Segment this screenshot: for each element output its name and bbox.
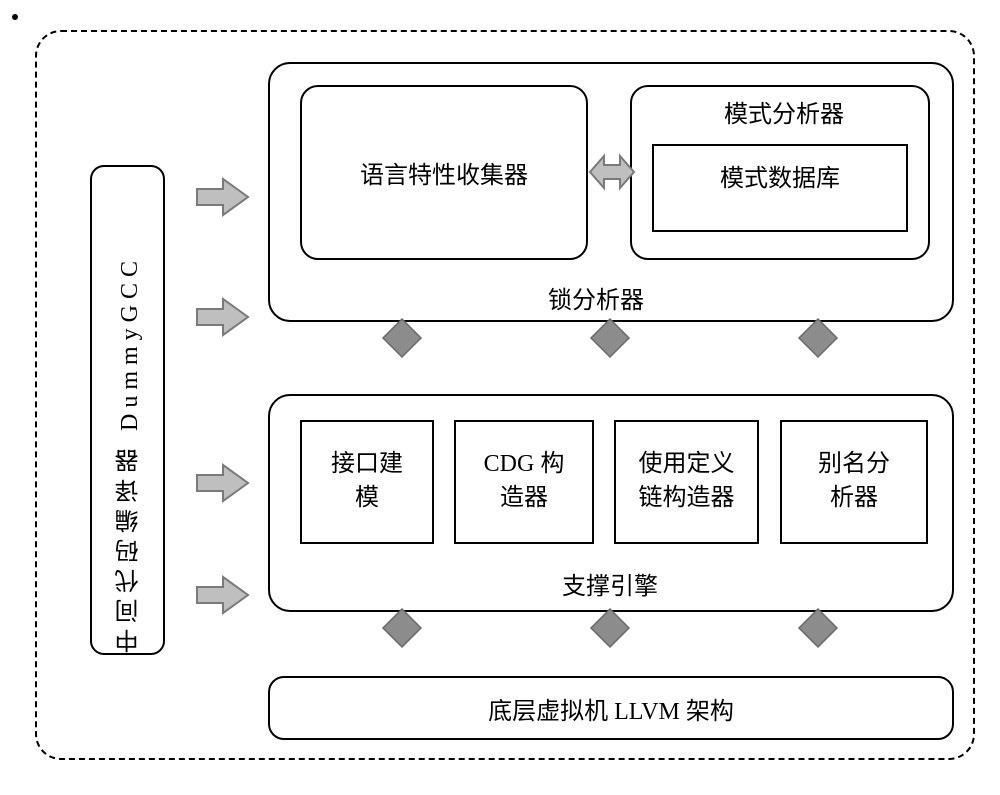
pattern-database-label: 模式数据库	[720, 158, 840, 193]
alias-analyzer-label: 别名分 析器	[818, 448, 890, 515]
diamond-connector-icon	[797, 607, 839, 649]
use-def-chain-constructor-box: 使用定义 链构造器	[614, 420, 759, 544]
alias-analyzer-box: 别名分 析器	[780, 420, 928, 544]
arrow-right-icon	[195, 296, 251, 338]
support-engine-label: 支撑引擎	[562, 566, 658, 601]
diamond-connector-icon	[797, 317, 839, 359]
arrow-right-icon	[195, 574, 251, 616]
pattern-database-box: 模式数据库	[652, 144, 908, 232]
lock-analyzer-label: 锁分析器	[548, 280, 644, 315]
compiler-label: 中间代码编译器 DummyGCC	[112, 255, 147, 653]
language-feature-collector-box: 语言特性收集器	[300, 85, 588, 260]
bidirectional-arrow-icon	[588, 152, 636, 192]
cdg-constructor-label: CDG 构 造器	[484, 448, 565, 515]
llvm-architecture-box: 底层虚拟机 LLVM 架构	[268, 676, 954, 740]
use-def-chain-constructor-label: 使用定义 链构造器	[639, 448, 735, 515]
arrow-right-icon	[195, 462, 251, 504]
pattern-analyzer-label: 模式分析器	[724, 94, 844, 129]
llvm-architecture-label: 底层虚拟机 LLVM 架构	[488, 691, 734, 726]
diamond-connector-icon	[589, 607, 631, 649]
language-feature-collector-label: 语言特性收集器	[360, 155, 528, 190]
decorative-dot	[12, 14, 18, 20]
cdg-constructor-box: CDG 构 造器	[454, 420, 594, 544]
diamond-connector-icon	[381, 317, 423, 359]
diamond-connector-icon	[589, 317, 631, 359]
interface-modeling-box: 接口建 模	[300, 420, 434, 544]
arrow-right-icon	[195, 176, 251, 218]
interface-modeling-label: 接口建 模	[331, 448, 403, 515]
diamond-connector-icon	[381, 607, 423, 649]
